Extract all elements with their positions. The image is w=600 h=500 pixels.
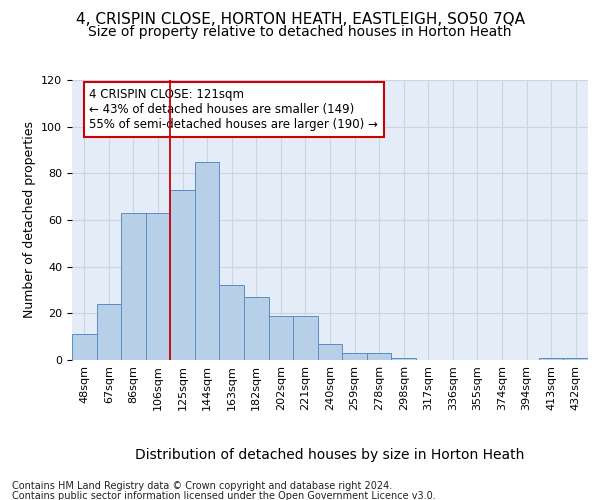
Text: Distribution of detached houses by size in Horton Heath: Distribution of detached houses by size …	[136, 448, 524, 462]
Bar	[539, 358, 563, 360]
Bar	[220, 286, 244, 360]
Bar	[170, 190, 195, 360]
Bar	[318, 344, 342, 360]
Text: 4, CRISPIN CLOSE, HORTON HEATH, EASTLEIGH, SO50 7QA: 4, CRISPIN CLOSE, HORTON HEATH, EASTLEIG…	[76, 12, 524, 28]
Text: Contains HM Land Registry data © Crown copyright and database right 2024.: Contains HM Land Registry data © Crown c…	[12, 481, 392, 491]
Bar	[146, 213, 170, 360]
Bar	[342, 353, 367, 360]
Bar	[97, 304, 121, 360]
Bar	[195, 162, 220, 360]
Bar	[72, 334, 97, 360]
Text: Size of property relative to detached houses in Horton Heath: Size of property relative to detached ho…	[88, 25, 512, 39]
Text: 4 CRISPIN CLOSE: 121sqm
← 43% of detached houses are smaller (149)
55% of semi-d: 4 CRISPIN CLOSE: 121sqm ← 43% of detache…	[89, 88, 379, 132]
Text: Contains public sector information licensed under the Open Government Licence v3: Contains public sector information licen…	[12, 491, 436, 500]
Bar	[367, 353, 391, 360]
Bar	[269, 316, 293, 360]
Bar	[391, 358, 416, 360]
Bar	[121, 213, 146, 360]
Bar	[244, 297, 269, 360]
Y-axis label: Number of detached properties: Number of detached properties	[23, 122, 35, 318]
Bar	[293, 316, 318, 360]
Bar	[563, 358, 588, 360]
